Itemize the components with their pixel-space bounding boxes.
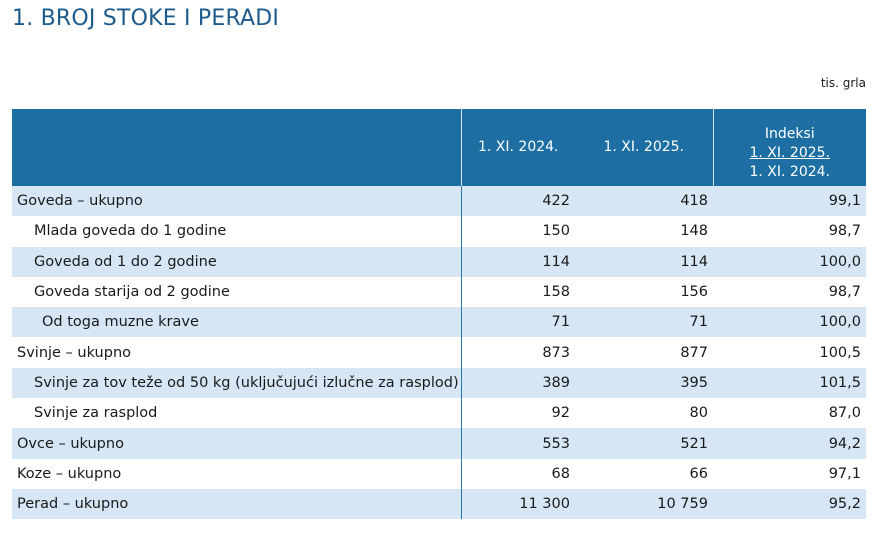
value-2025: 66 <box>689 465 708 482</box>
index-value: 98,7 <box>828 223 861 240</box>
table-header-row: 1. XI. 2024. 1. XI. 2025. Indeksi 1. XI.… <box>12 109 866 186</box>
value-2024: 389 <box>461 367 575 399</box>
header-2024: 1. XI. 2024. <box>461 109 575 186</box>
table-row: Perad – ukupno 11 300 10 759 95,2 <box>12 488 866 520</box>
value-2025: 10 759 <box>575 488 713 520</box>
index-value: 101,5 <box>713 367 866 399</box>
row-label: Goveda – ukupno <box>12 186 462 217</box>
row-label: Mlada goveda do 1 godine <box>12 216 462 247</box>
value-2025: 521 <box>575 428 713 459</box>
table-row: Mlada goveda do 1 godine 150 148 98,7 <box>12 216 866 247</box>
value-2024: 92 <box>551 405 570 422</box>
index-value: 100,5 <box>819 344 861 361</box>
value-2024: 422 <box>461 186 575 217</box>
value-2025: 114 <box>575 246 713 277</box>
row-label: Svinje za rasplod <box>12 398 462 429</box>
livestock-table: 1. XI. 2024. 1. XI. 2025. Indeksi 1. XI.… <box>12 109 866 520</box>
row-label: Svinje – ukupno <box>12 337 462 368</box>
row-label: Goveda od 1 do 2 godine <box>12 246 462 277</box>
index-denominator: 1. XI. 2024. <box>749 164 830 180</box>
value-2024: 873 <box>542 344 570 361</box>
index-value: 94,2 <box>713 428 866 459</box>
value-2024: 11 300 <box>461 488 575 520</box>
value-2025: 877 <box>680 344 708 361</box>
index-value: 99,1 <box>713 186 866 217</box>
value-2024: 68 <box>551 465 570 482</box>
table-row: Od toga muzne krave 71 71 100,0 <box>12 307 866 338</box>
index-value: 98,7 <box>828 284 861 301</box>
table-row: Koze – ukupno 68 66 97,1 <box>12 458 866 489</box>
table-row: Goveda starija od 2 godine 158 156 98,7 <box>12 276 866 308</box>
value-2025: 418 <box>575 186 713 217</box>
table-row: Goveda – ukupno 422 418 99,1 <box>12 186 866 217</box>
row-label: Ovce – ukupno <box>12 428 462 459</box>
index-value: 100,0 <box>713 307 866 338</box>
table-row: Svinje za tov teže od 50 kg (uključujući… <box>12 367 866 399</box>
table-row: Goveda od 1 do 2 godine 114 114 100,0 <box>12 246 866 277</box>
table-row: Ovce – ukupno 553 521 94,2 <box>12 428 866 459</box>
row-label: Od toga muzne krave <box>12 307 462 338</box>
value-2025: 71 <box>575 307 713 338</box>
index-value: 95,2 <box>713 488 866 520</box>
value-2024: 553 <box>461 428 575 459</box>
row-label: Svinje za tov teže od 50 kg (uključujući… <box>12 367 462 399</box>
value-2025: 395 <box>575 367 713 399</box>
row-label: Perad – ukupno <box>12 488 462 520</box>
index-title: Indeksi <box>764 126 815 142</box>
table-row: Svinje – ukupno 873 877 100,5 <box>12 337 866 368</box>
header-index: Indeksi 1. XI. 2025. 1. XI. 2024. <box>713 109 866 186</box>
header-2025: 1. XI. 2025. <box>575 109 714 186</box>
value-2024: 150 <box>542 223 570 240</box>
value-2025: 148 <box>680 223 708 240</box>
index-numerator: 1. XI. 2025. <box>749 145 830 161</box>
value-2025: 80 <box>689 405 708 422</box>
value-2024: 158 <box>542 284 570 301</box>
row-label: Koze – ukupno <box>12 458 462 489</box>
index-value: 87,0 <box>828 405 861 422</box>
header-label-cell <box>12 109 462 186</box>
row-label: Goveda starija od 2 godine <box>12 276 462 308</box>
value-2025: 156 <box>680 284 708 301</box>
index-value: 100,0 <box>713 246 866 277</box>
table-row: Svinje za rasplod 92 80 87,0 <box>12 398 866 429</box>
unit-label: tis. grla <box>820 76 866 90</box>
value-2024: 71 <box>461 307 575 338</box>
index-value: 97,1 <box>828 465 861 482</box>
page-title: 1. BROJ STOKE I PERADI <box>12 6 280 31</box>
value-2024: 114 <box>461 246 575 277</box>
